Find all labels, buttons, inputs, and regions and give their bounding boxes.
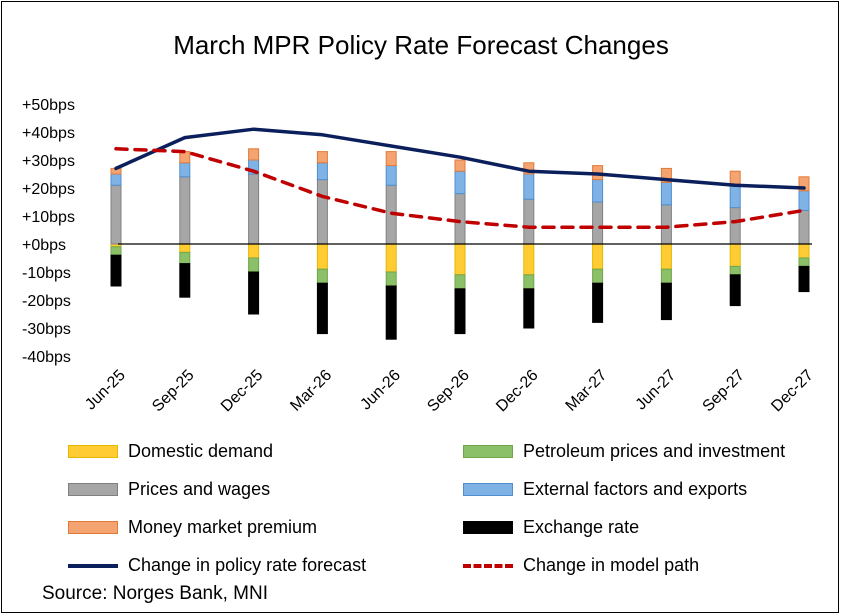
- bar-external-factors-and-exports: [523, 173, 535, 200]
- bar-petroleum-prices-and-investment: [454, 274, 466, 290]
- bar-petroleum-prices-and-investment: [660, 268, 672, 284]
- line-change-in-model-path: [114, 147, 806, 229]
- bar-domestic-demand: [385, 243, 397, 273]
- bar-exchange-rate: [316, 282, 328, 335]
- bar-petroleum-prices-and-investment: [523, 274, 535, 290]
- bar-petroleum-prices-and-investment: [110, 246, 122, 256]
- x-tick-label: Sep-26: [424, 367, 473, 416]
- y-tick-label: -10bps: [22, 265, 71, 282]
- bar-money-market-premium: [729, 170, 741, 186]
- y-tick-label: -40bps: [22, 349, 71, 366]
- bar-domestic-demand: [454, 243, 466, 276]
- bar-prices-and-wages: [523, 198, 535, 245]
- bar-external-factors-and-exports: [385, 165, 397, 186]
- bar-external-factors-and-exports: [179, 162, 191, 178]
- bar-domestic-demand: [592, 243, 604, 270]
- bar-exchange-rate: [385, 285, 397, 340]
- bar-money-market-premium: [454, 159, 466, 172]
- bar-petroleum-prices-and-investment: [729, 265, 741, 276]
- bar-external-factors-and-exports: [660, 181, 672, 206]
- bar-external-factors-and-exports: [316, 162, 328, 181]
- bar-exchange-rate: [798, 265, 810, 293]
- bar-domestic-demand: [660, 243, 672, 270]
- bar-petroleum-prices-and-investment: [385, 271, 397, 287]
- bar-domestic-demand: [729, 243, 741, 267]
- bar-external-factors-and-exports: [454, 170, 466, 195]
- bar-exchange-rate: [729, 274, 741, 307]
- bar-prices-and-wages: [110, 184, 122, 245]
- bar-external-factors-and-exports: [729, 184, 741, 209]
- x-tick-label: Dec-27: [768, 367, 817, 416]
- x-tick-label: Sep-25: [149, 367, 198, 416]
- bar-prices-and-wages: [179, 176, 191, 245]
- bar-exchange-rate: [179, 263, 191, 298]
- y-tick-label: -20bps: [22, 293, 71, 310]
- y-tick-label: -30bps: [22, 321, 71, 338]
- bar-prices-and-wages: [729, 207, 741, 245]
- y-tick-label: +0bps: [22, 237, 66, 254]
- chart-title: March MPR Policy Rate Forecast Changes: [173, 30, 669, 60]
- bar-external-factors-and-exports: [110, 173, 122, 186]
- y-tick-label: +10bps: [22, 209, 75, 226]
- bar-prices-and-wages: [248, 173, 260, 245]
- bar-prices-and-wages: [798, 209, 810, 245]
- bar-money-market-premium: [316, 151, 328, 164]
- bar-domestic-demand: [248, 243, 260, 259]
- x-tick-label: Jun-25: [82, 367, 129, 414]
- bar-exchange-rate: [523, 288, 535, 329]
- bar-money-market-premium: [385, 151, 397, 167]
- bar-petroleum-prices-and-investment: [316, 268, 328, 284]
- y-tick-label: +40bps: [22, 125, 75, 142]
- bar-exchange-rate: [660, 282, 672, 321]
- bar-exchange-rate: [592, 282, 604, 323]
- bar-domestic-demand: [798, 243, 810, 259]
- bar-domestic-demand: [179, 243, 191, 253]
- bar-money-market-premium: [660, 167, 672, 183]
- bar-money-market-premium: [248, 148, 260, 161]
- x-tick-label: Dec-25: [218, 367, 267, 416]
- x-tick-label: Mar-27: [563, 367, 611, 415]
- bar-exchange-rate: [454, 288, 466, 335]
- bar-prices-and-wages: [660, 204, 672, 245]
- x-tick-label: Sep-27: [700, 367, 749, 416]
- x-tick-label: Jun-27: [633, 367, 680, 414]
- line-change-in-policy-rate-forecast: [114, 127, 806, 190]
- bar-money-market-premium: [179, 151, 191, 164]
- bar-prices-and-wages: [454, 193, 466, 245]
- bar-petroleum-prices-and-investment: [248, 257, 260, 273]
- x-tick-label: Jun-26: [357, 367, 404, 414]
- bar-external-factors-and-exports: [798, 190, 810, 211]
- bar-prices-and-wages: [592, 201, 604, 245]
- x-tick-label: Mar-26: [287, 367, 335, 415]
- bar-petroleum-prices-and-investment: [798, 257, 810, 267]
- source-note: Source: Norges Bank, MNI: [42, 583, 268, 604]
- bar-domestic-demand: [523, 243, 535, 276]
- y-tick-label: +30bps: [22, 153, 75, 170]
- y-tick-label: +20bps: [22, 181, 75, 198]
- bar-domestic-demand: [316, 243, 328, 270]
- bar-money-market-premium: [798, 176, 810, 192]
- x-tick-label: Dec-26: [493, 367, 542, 416]
- bar-prices-and-wages: [316, 179, 328, 245]
- y-tick-label: +50bps: [22, 97, 75, 114]
- bar-petroleum-prices-and-investment: [592, 268, 604, 284]
- bar-petroleum-prices-and-investment: [179, 251, 191, 265]
- bar-exchange-rate: [248, 271, 260, 315]
- bar-exchange-rate: [110, 254, 122, 287]
- bar-external-factors-and-exports: [592, 179, 604, 203]
